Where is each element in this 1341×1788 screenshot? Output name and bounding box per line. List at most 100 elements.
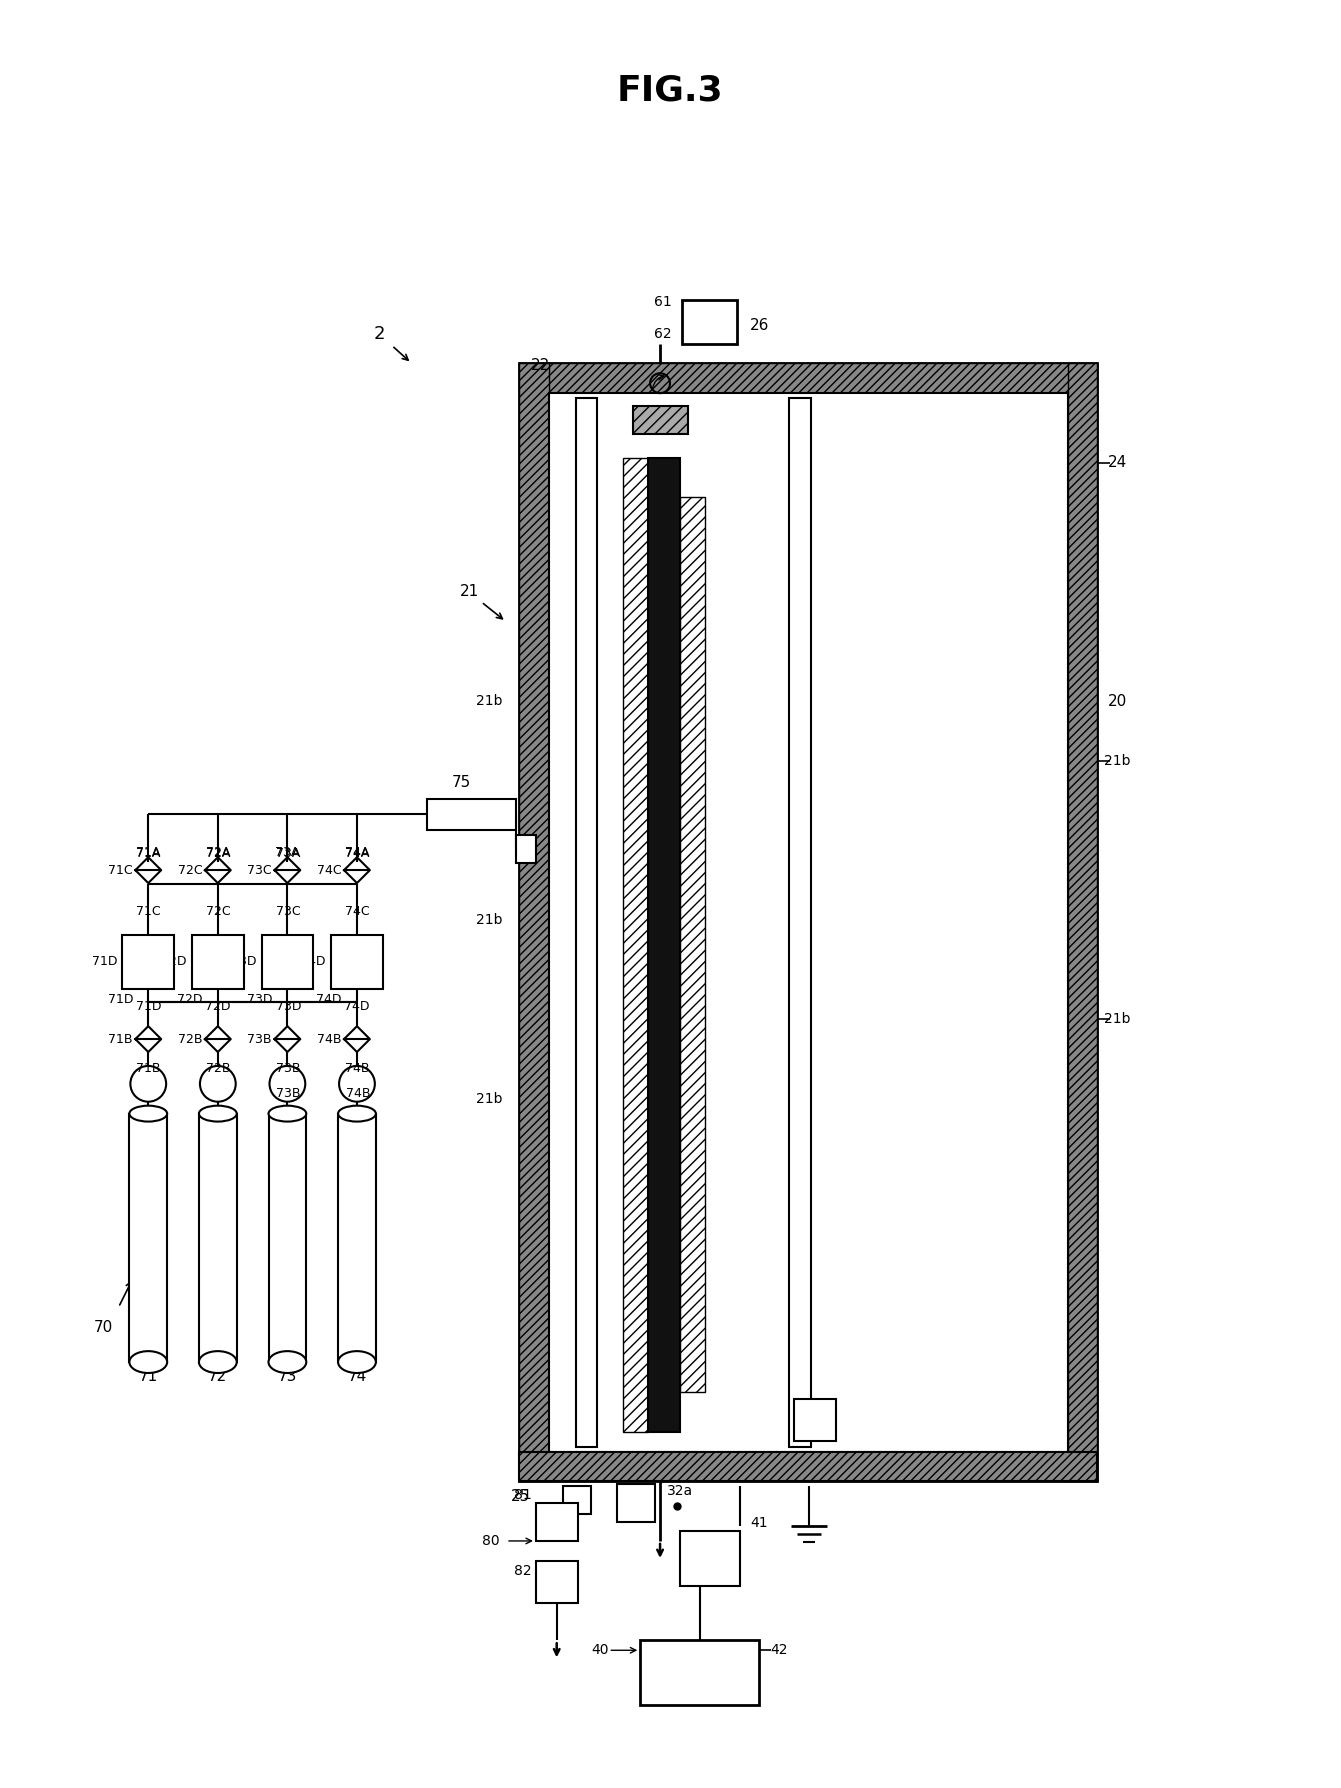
Bar <box>519 363 1097 1480</box>
Text: Control
Portion: Control Portion <box>672 1656 727 1688</box>
Text: 64: 64 <box>632 468 649 483</box>
Bar <box>648 458 680 1432</box>
Text: 74D: 74D <box>300 955 326 967</box>
Bar <box>331 935 382 989</box>
Text: 71D: 71D <box>107 992 133 1007</box>
Text: 71B: 71B <box>109 1033 133 1046</box>
Text: 26: 26 <box>750 318 770 333</box>
Text: 81: 81 <box>514 1488 532 1502</box>
Text: 72: 72 <box>208 1370 228 1384</box>
Text: 60: 60 <box>606 409 624 424</box>
Bar <box>192 935 244 989</box>
Text: 24: 24 <box>1108 456 1126 470</box>
Text: 22: 22 <box>531 358 550 374</box>
Text: 72A: 72A <box>205 846 231 858</box>
Text: (10): (10) <box>625 696 653 708</box>
Text: 51: 51 <box>632 629 649 642</box>
Text: 25A: 25A <box>535 1470 562 1484</box>
Text: 27: 27 <box>720 1470 739 1484</box>
Bar <box>122 935 174 989</box>
Text: 73C: 73C <box>276 905 300 919</box>
Ellipse shape <box>268 1105 306 1121</box>
Text: 73B: 73B <box>276 1062 300 1075</box>
Text: 31: 31 <box>632 830 649 842</box>
Text: 72D: 72D <box>161 955 186 967</box>
Text: 80: 80 <box>483 1534 500 1548</box>
Text: MFC: MFC <box>274 955 302 967</box>
Text: 74C: 74C <box>316 864 342 876</box>
Text: 32: 32 <box>632 928 649 940</box>
Bar <box>261 935 314 989</box>
Text: 23: 23 <box>770 1470 789 1484</box>
Text: 74B: 74B <box>346 1087 370 1100</box>
Text: MFC: MFC <box>134 955 162 967</box>
Text: 71A: 71A <box>135 848 161 860</box>
Text: 71D: 71D <box>135 999 161 1012</box>
Text: 73: 73 <box>278 1370 298 1384</box>
Bar <box>516 835 536 864</box>
Bar <box>624 458 648 1432</box>
Text: 72D: 72D <box>177 992 202 1007</box>
Bar <box>338 1114 375 1362</box>
Text: 52: 52 <box>632 563 649 576</box>
Text: 73A: 73A <box>275 846 299 858</box>
Bar <box>548 393 1067 1452</box>
Text: 50: 50 <box>632 595 649 608</box>
Text: 71C: 71C <box>109 864 133 876</box>
Text: 30: 30 <box>632 789 649 803</box>
Text: FIG.3: FIG.3 <box>617 73 723 107</box>
Text: MFC: MFC <box>204 955 232 967</box>
Text: 73D: 73D <box>231 955 256 967</box>
Text: 32a: 32a <box>666 1484 693 1498</box>
Text: 25: 25 <box>511 1489 531 1504</box>
Text: 74: 74 <box>347 1370 366 1384</box>
Ellipse shape <box>129 1352 168 1373</box>
Text: 21b: 21b <box>1104 755 1130 767</box>
Bar <box>198 1114 237 1362</box>
Text: 74C: 74C <box>345 905 369 919</box>
Text: 71D: 71D <box>91 955 117 967</box>
Text: 71A: 71A <box>135 846 161 858</box>
Text: 74A: 74A <box>345 848 369 860</box>
Bar <box>536 1561 578 1602</box>
Text: 72C: 72C <box>205 905 231 919</box>
Text: 61: 61 <box>654 295 672 309</box>
Text: D2: D2 <box>708 830 727 842</box>
Text: D3: D3 <box>708 515 727 529</box>
Text: 23A: 23A <box>610 1464 638 1479</box>
Ellipse shape <box>268 1352 306 1373</box>
Bar <box>519 1452 1097 1480</box>
Bar <box>268 1114 306 1362</box>
Ellipse shape <box>129 1105 168 1121</box>
Text: 73C: 73C <box>247 864 272 876</box>
Bar <box>640 1640 759 1706</box>
Bar <box>680 497 705 1391</box>
Bar <box>680 1531 740 1586</box>
Text: 73B: 73B <box>276 1087 300 1100</box>
Ellipse shape <box>338 1105 375 1121</box>
Text: 18: 18 <box>625 1042 642 1055</box>
Bar <box>683 300 736 345</box>
Text: 18: 18 <box>625 679 642 692</box>
Text: 75: 75 <box>452 776 471 790</box>
Text: 82: 82 <box>514 1564 532 1577</box>
Text: 21b: 21b <box>476 1092 503 1105</box>
Bar <box>426 799 516 830</box>
Text: 41: 41 <box>751 1516 768 1531</box>
Text: 74D: 74D <box>316 992 342 1007</box>
Ellipse shape <box>198 1105 237 1121</box>
Bar <box>633 406 688 434</box>
Bar <box>519 363 1097 393</box>
Text: 42: 42 <box>771 1643 789 1657</box>
Bar <box>519 363 548 1480</box>
Text: 31a: 31a <box>841 1395 868 1409</box>
Text: 21b: 21b <box>1104 1012 1130 1026</box>
Text: 2: 2 <box>374 324 386 343</box>
Text: 74D: 74D <box>345 999 370 1012</box>
Text: 73D: 73D <box>247 992 272 1007</box>
Text: D1: D1 <box>591 1252 610 1264</box>
Text: 20: 20 <box>1108 694 1126 708</box>
Text: MFC: MFC <box>343 955 371 967</box>
Text: 70: 70 <box>94 1320 113 1336</box>
Text: 72A: 72A <box>205 848 231 860</box>
